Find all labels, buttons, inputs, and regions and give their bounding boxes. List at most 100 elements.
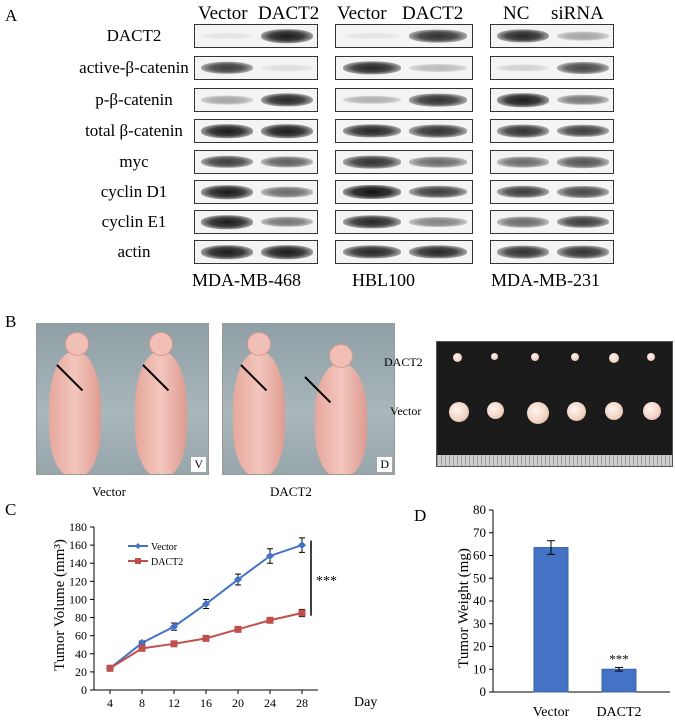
blot-band [201,61,254,75]
line-chart-ytick-label: 80 [75,611,87,625]
line-chart-ytick-label: 20 [75,665,87,679]
tumor-small [453,353,462,362]
bar-category-label: Vector [533,705,570,718]
tumor-small [491,353,498,360]
tumor-large [449,402,469,422]
line-point-diamond [202,599,210,608]
blot-band [497,93,550,107]
bar-chart-ytick-label: 30 [473,616,486,631]
blot-header-g1-lane2: DACT2 [258,3,320,24]
tumor-large [527,402,549,424]
line-chart-xtick-label: 4 [107,696,113,710]
blot-band [260,29,313,43]
blot-band [409,217,468,227]
photo-caption-dact2: DACT2 [270,484,312,499]
legend-marker [135,558,141,564]
mouse-left-2 [135,352,187,474]
blot-band [201,215,254,229]
blot-band [497,245,550,259]
bar-chart-ytick-label: 50 [473,570,486,585]
line-point-diamond [138,638,146,647]
line-point-square [298,609,306,617]
bar-dact2 [601,668,637,693]
blot-header-g3-lane1: NC [503,3,530,24]
blot-band [556,156,609,168]
tumor-small [571,353,579,361]
legend-marker [135,543,141,549]
bar-chart-ytick-label: 60 [473,548,486,563]
blot-cell [335,210,473,234]
tumor-small [531,353,539,361]
blot-cell [335,88,473,112]
blot-band [409,124,468,138]
mouse-right-1 [233,352,285,474]
blot-band [201,185,254,199]
blot-header-g1-lane1: Vector [198,3,248,24]
blot-band [342,215,401,229]
blot-band [497,124,550,138]
blot-band [201,155,254,169]
tumor-weight-chart: Tumor Weight (mg) *** 0 10 20 30 40 50 60 70 80 V… [456,502,670,718]
bar-vector [533,547,569,693]
line-chart-xlabel: Day [354,695,377,710]
mouse-right-2 [315,364,367,474]
blot-row-label: p-β-catenin [95,90,173,109]
blot-cell [335,119,473,143]
blot-band [497,64,550,72]
blot-cell [194,56,318,80]
bar-chart-annotation: *** [609,651,629,666]
legend-label: Vector [151,542,178,553]
blot-band [342,61,401,75]
bar-chart-ytick-label: 70 [473,525,486,540]
blot-cell [194,240,318,264]
blot-band [556,94,609,106]
cell-line-label-3: MDA-MB-231 [491,270,601,290]
line-point-square [106,664,114,672]
bar-chart-ytick-label: 40 [473,593,486,608]
blot-header-g3-lane2: siRNA [551,3,604,24]
blot-band [342,245,401,259]
tumor-large [487,402,504,419]
line-point-square [138,644,146,652]
blot-band [556,215,609,229]
ruler [437,455,672,466]
blot-cell [490,24,614,48]
blot-band [201,32,254,40]
tumor-large [643,402,661,420]
line-point-square [202,634,210,642]
blot-band [497,156,550,168]
blot-cell [194,180,318,204]
line-chart-ytick-label: 60 [75,629,87,643]
blot-band [497,185,550,199]
blot-cell [335,56,473,80]
blot-band [556,124,609,138]
line-point-diamond [234,575,242,584]
bar-chart-marks: 0 10 20 30 40 50 60 70 80 Vector DACT2 [473,502,670,718]
line-chart-legend: Vector DACT2 [128,542,183,568]
blot-cell [490,88,614,112]
blot-band [260,93,313,107]
blot-band [409,245,468,259]
blot-band [201,124,254,138]
line-chart-xtick-label: 28 [296,696,308,710]
line-chart-ylabel: Tumor Volume (mm³) [52,539,68,671]
line-chart-xtick-label: 20 [232,696,244,710]
blot-band [342,32,401,40]
blot-row-label: actin [117,242,151,261]
blot-band [556,62,609,74]
blot-cell [335,240,473,264]
line-point-diamond [266,551,274,560]
blot-band [556,31,609,41]
blot-band [409,64,468,72]
mouse-left-1 [49,352,101,474]
blot-row-label: cyclin D1 [100,182,168,201]
legend-label: DACT2 [151,557,183,568]
mice-photo-dact2: D [222,323,395,475]
line-chart-xtick-label: 24 [264,696,276,710]
bar-category-label: DACT2 [596,705,641,718]
tumor-large [605,402,623,420]
tumor-row-label-vector: Vector [390,404,422,418]
blot-band [497,29,550,43]
blot-band [260,124,313,138]
blot-band [409,156,468,168]
